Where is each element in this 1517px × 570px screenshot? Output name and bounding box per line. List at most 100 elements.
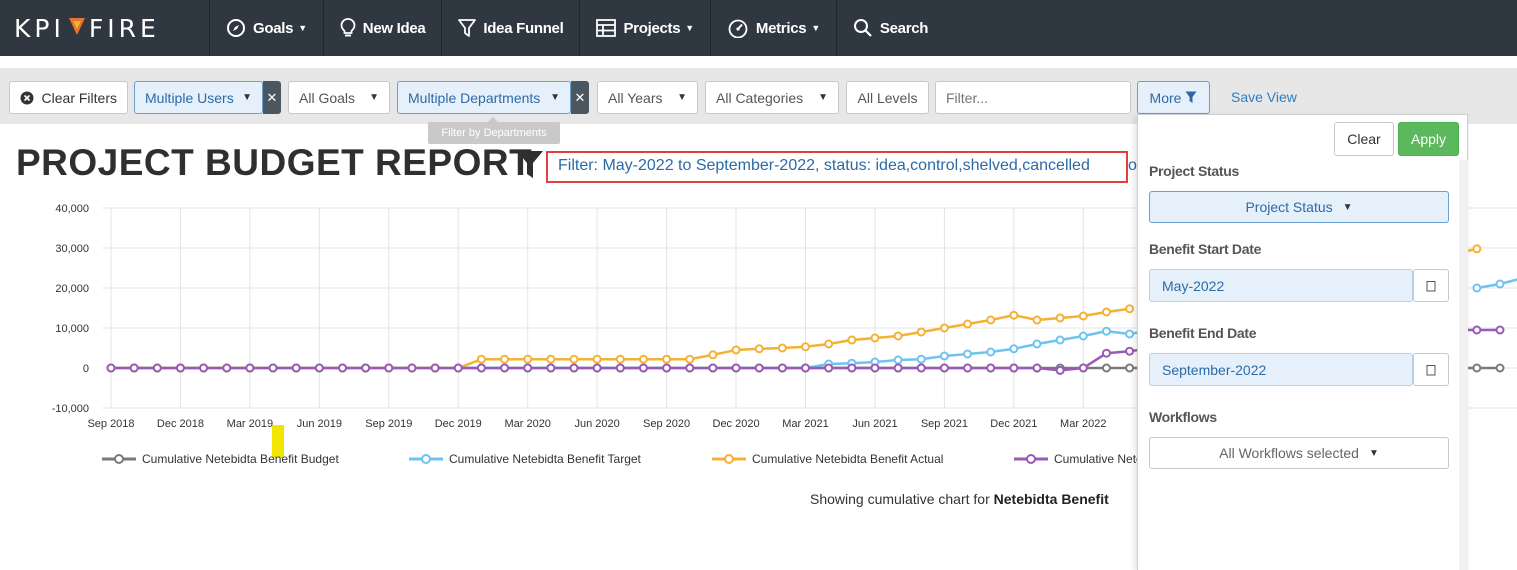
benefit-start-label: Benefit Start Date [1149,241,1262,257]
data-point [1055,313,1065,323]
levels-select[interactable]: All Levels [846,81,929,114]
nav-projects[interactable]: Projects ▼ [580,0,711,56]
panel-apply-button[interactable]: Apply [1398,122,1459,156]
logo-text-left: KPI [14,13,65,43]
x-tick-label: Jun 2021 [852,418,897,430]
data-point [592,354,602,364]
benefit-end-input[interactable]: September-2022 [1149,353,1413,386]
chevron-down-icon: ▼ [550,92,560,103]
panel-clear-button[interactable]: Clear [1334,122,1394,156]
clear-departments-button[interactable]: ✕ [571,81,589,114]
search-icon [853,18,873,38]
data-point [1495,325,1505,335]
nav-goals[interactable]: Goals ▼ [210,0,324,56]
chart-grid [102,207,1517,409]
highlight-marker [272,425,284,458]
clear-filters-label: Clear Filters [41,89,117,106]
benefit-end-label: Benefit End Date [1149,325,1257,341]
funnel-icon[interactable] [516,150,544,185]
legend-item-actual[interactable]: Cumulative Netebidta Benefit Actual [712,452,943,466]
users-select-value: Multiple Users [145,89,234,106]
more-button-label: More [1149,89,1182,106]
x-axis: Sep 2018 Dec 2018 Mar 2019 Jun 2019 Sep 2019… [87,418,1245,430]
data-point [916,354,926,364]
start-calendar-button[interactable] [1413,269,1449,302]
more-filters-panel: Clear Apply Project Status Project Statu… [1137,114,1468,570]
data-point [615,363,625,373]
data-point [847,335,857,345]
categories-select[interactable]: All Categories ▼ [705,81,839,114]
data-point [1032,315,1042,325]
legend-item-budget[interactable]: Cumulative Netebidta Benefit Budget [102,452,339,466]
data-point [453,363,463,373]
data-point [870,363,880,373]
legend-item-target[interactable]: Cumulative Netebidta Benefit Target [409,452,641,466]
filter-search-input[interactable] [935,81,1131,114]
x-tick-label: Mar 2021 [782,418,828,430]
projects-icon [596,19,617,37]
caret-down-icon: ▼ [685,23,694,33]
more-button[interactable]: More [1137,81,1210,114]
chevron-down-icon: ▼ [242,92,252,103]
x-tick-label: Jun 2019 [297,418,342,430]
data-point [222,363,232,373]
data-point [129,363,139,373]
flame-icon [67,14,87,43]
nav-metrics[interactable]: Metrics ▼ [711,0,837,56]
data-point [1472,244,1482,254]
benefit-start-input[interactable]: May-2022 [1149,269,1413,302]
data-point [801,363,810,373]
filter-text-overflow: o [1128,157,1137,174]
goals-select[interactable]: All Goals ▼ [288,81,390,114]
data-point [569,363,579,373]
users-select[interactable]: Multiple Users ▼ [134,81,263,114]
data-point [847,363,857,373]
x-tick-label: Jun 2020 [575,418,620,430]
data-point [708,363,718,373]
nav-search[interactable]: Search [837,0,944,56]
data-point [1472,325,1482,335]
x-tick-label: Mar 2019 [227,418,273,430]
nav-projects-label: Projects [623,19,681,37]
x-tick-label: Sep 2020 [643,418,690,430]
series-line [111,346,1153,372]
project-status-label: Project Status [1149,163,1239,179]
departments-select[interactable]: Multiple Departments ▼ [397,81,571,114]
data-point [777,363,787,373]
data-point [963,319,973,329]
workflows-select[interactable]: All Workflows selected ▼ [1149,437,1449,469]
calendar-icon [1426,280,1436,292]
legend-target-label: Cumulative Netebidta Benefit Target [449,452,641,466]
data-point [777,343,787,353]
chevron-down-icon: ▼ [1368,447,1379,459]
kpifire-logo[interactable]: KPI FIRE [0,0,210,56]
clear-filters-button[interactable]: Clear Filters [9,81,128,114]
project-status-select[interactable]: Project Status ▼ [1149,191,1449,223]
nav-idea-funnel[interactable]: Idea Funnel [442,0,581,56]
panel-scrollbar[interactable] [1459,160,1468,570]
data-point [523,354,533,364]
end-calendar-button[interactable] [1413,353,1449,386]
y-tick-label: 40,000 [55,203,89,215]
y-tick-label: 20,000 [55,283,89,295]
active-filter-text[interactable]: Filter: May-2022 to September-2022, stat… [558,157,1090,174]
data-point [939,351,949,361]
data-point [1055,335,1065,345]
data-point [685,354,695,364]
data-point [407,363,417,373]
clear-users-button[interactable]: ✕ [263,81,281,114]
legend-item-fourth[interactable]: Cumulative Nete [1014,452,1143,466]
data-point [1472,283,1482,293]
data-point [754,363,764,373]
calendar-icon [1426,364,1436,376]
nav-metrics-label: Metrics [755,19,807,37]
y-tick-label: 30,000 [55,243,89,255]
years-select[interactable]: All Years ▼ [597,81,698,114]
nav-new-idea[interactable]: New Idea [324,0,443,56]
data-point [199,363,209,373]
caret-down-icon: ▼ [811,23,820,33]
data-point [916,363,926,373]
data-point [638,354,648,364]
save-view-link[interactable]: Save View [1231,89,1297,105]
data-point [1078,331,1088,341]
